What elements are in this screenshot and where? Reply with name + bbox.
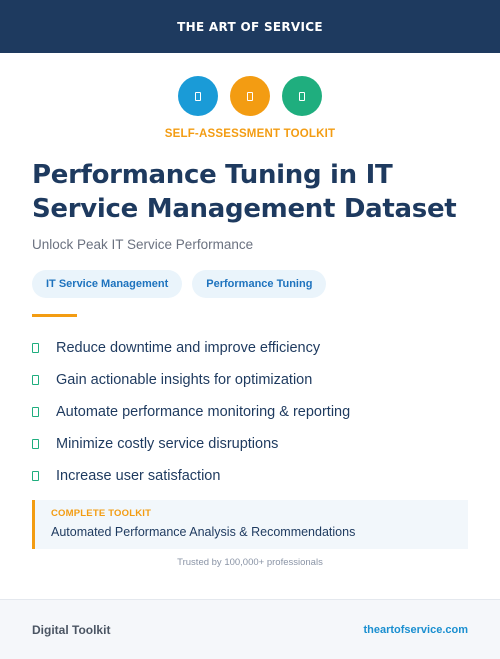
document-icon-green <box>282 76 322 116</box>
document-icon-blue <box>178 76 218 116</box>
tag-list: IT Service Management Performance Tuning <box>32 270 327 298</box>
feature-item: Gain actionable insights for optimizatio… <box>32 364 472 396</box>
check-icon <box>32 407 39 417</box>
icon-row <box>0 76 500 116</box>
tag-it-service-management: IT Service Management <box>32 270 183 298</box>
website-link[interactable]: theartofservice.com <box>363 623 468 636</box>
subtitle: Unlock Peak IT Service Performance <box>32 237 254 252</box>
tag-performance-tuning: Performance Tuning <box>192 270 327 298</box>
feature-item: Reduce downtime and improve efficiency <box>32 332 472 364</box>
document-icon <box>247 91 253 101</box>
callout-description: Automated Performance Analysis & Recomme… <box>51 525 356 539</box>
feature-text: Automate performance monitoring & report… <box>56 404 351 420</box>
feature-item: Increase user satisfaction <box>32 460 472 492</box>
document-icon <box>299 91 305 101</box>
trusted-note: Trusted by 100,000+ professionals <box>177 557 323 568</box>
document-icon-orange <box>230 76 270 116</box>
feature-text: Gain actionable insights for optimizatio… <box>56 372 313 388</box>
feature-list: Reduce downtime and improve efficiency G… <box>32 332 472 492</box>
header-bar: THE ART OF SERVICE <box>0 0 500 53</box>
check-icon <box>32 375 39 385</box>
document-icon <box>195 91 201 101</box>
check-icon <box>32 343 39 353</box>
callout-label: COMPLETE TOOLKIT <box>51 508 152 519</box>
check-icon <box>32 439 39 449</box>
feature-text: Minimize costly service disruptions <box>56 436 279 452</box>
accent-divider <box>32 314 77 317</box>
footer-label: Digital Toolkit <box>32 622 111 637</box>
footer-bar: Digital Toolkit theartofservice.com <box>0 599 500 659</box>
complete-toolkit-callout: COMPLETE TOOLKIT Automated Performance A… <box>32 500 468 549</box>
feature-text: Increase user satisfaction <box>56 468 221 484</box>
check-icon <box>32 471 39 481</box>
feature-item: Minimize costly service disruptions <box>32 428 472 460</box>
feature-item: Automate performance monitoring & report… <box>32 396 472 428</box>
feature-text: Reduce downtime and improve efficiency <box>56 340 321 356</box>
page-title: Performance Tuning in IT Service Managem… <box>32 160 457 224</box>
brand-title: THE ART OF SERVICE <box>177 19 323 34</box>
kicker-label: SELF-ASSESSMENT TOOLKIT <box>164 128 336 140</box>
